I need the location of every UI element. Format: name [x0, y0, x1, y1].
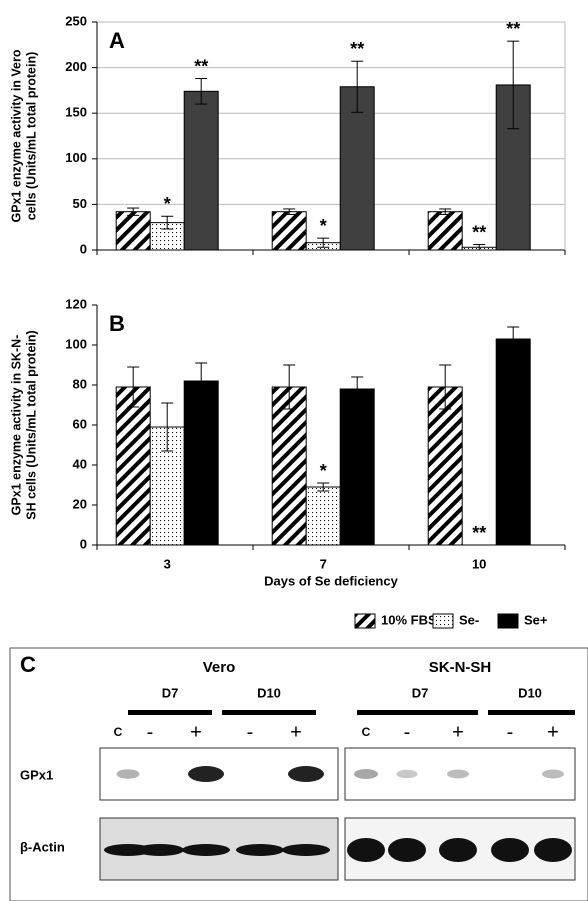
group-bar — [128, 710, 212, 715]
bar — [306, 487, 340, 545]
y-axis-label: SH cells (Units/mL total protein) — [24, 330, 38, 519]
bar — [116, 387, 150, 545]
band — [117, 769, 140, 779]
y-tick-label: 100 — [65, 336, 87, 351]
legend-label: Se+ — [524, 612, 548, 627]
significance: * — [164, 194, 171, 214]
lane-label: - — [507, 721, 514, 743]
bar — [116, 212, 150, 250]
x-tick-label: 10 — [472, 556, 486, 571]
y-tick-label: 150 — [65, 105, 87, 120]
legend-label: Se- — [459, 612, 479, 627]
band — [182, 844, 230, 856]
y-tick-label: 80 — [73, 376, 87, 391]
band — [542, 770, 564, 779]
significance: ** — [350, 39, 364, 59]
blot-title: SK-N-SH — [429, 659, 492, 676]
band — [534, 838, 572, 862]
bar — [184, 91, 218, 250]
legend-label: 10% FBS — [381, 612, 437, 627]
significance: ** — [472, 523, 486, 543]
band — [288, 766, 324, 782]
group-bar — [222, 710, 316, 715]
y-axis-label: cells (Units/mL total protein) — [24, 52, 38, 221]
bar — [272, 387, 306, 545]
y-tick-label: 200 — [65, 59, 87, 74]
panel-label: C — [20, 652, 36, 677]
group-bar — [357, 710, 478, 715]
lane-label: + — [190, 721, 202, 743]
y-tick-label: 60 — [73, 416, 87, 431]
lane-label: - — [247, 721, 254, 743]
group-bar — [488, 710, 575, 715]
legend-swatch — [498, 614, 518, 628]
row-label: β-Actin — [20, 839, 65, 854]
lane-label: + — [547, 721, 559, 743]
y-tick-label: 20 — [73, 496, 87, 511]
y-axis-label: GPx1 enzyme activity in Vero — [9, 49, 23, 222]
lane-label: + — [452, 721, 464, 743]
band — [347, 838, 385, 862]
significance: * — [320, 461, 327, 481]
band — [491, 838, 529, 862]
group-label: D7 — [412, 685, 429, 700]
blot-title: Vero — [203, 659, 236, 676]
y-tick-label: 0 — [80, 536, 87, 551]
group-label: D10 — [257, 685, 281, 700]
legend-swatch — [433, 614, 453, 628]
group-label: D7 — [162, 685, 179, 700]
y-tick-label: 250 — [65, 13, 87, 28]
lane-label: C — [114, 725, 123, 739]
y-axis-label: GPx1 enzyme activity in SK-N- — [9, 335, 23, 516]
band — [136, 844, 184, 856]
band — [354, 769, 378, 779]
bar — [340, 389, 374, 545]
band — [397, 770, 418, 779]
group-label: D10 — [518, 685, 542, 700]
significance: ** — [506, 19, 520, 39]
x-tick-label: 7 — [320, 556, 327, 571]
panel-label: A — [109, 28, 125, 53]
significance: * — [320, 216, 327, 236]
figure: 050100150200250AGPx1 enzyme activity in … — [0, 0, 588, 901]
y-tick-label: 120 — [65, 296, 87, 311]
legend-swatch — [355, 614, 375, 628]
x-axis-label: Days of Se deficiency — [264, 573, 398, 588]
band — [447, 770, 469, 779]
band — [439, 838, 477, 862]
lane-label: - — [404, 721, 411, 743]
lane-label: C — [362, 725, 371, 739]
y-tick-label: 100 — [65, 150, 87, 165]
y-tick-label: 40 — [73, 456, 87, 471]
row-label: GPx1 — [20, 767, 53, 782]
y-tick-label: 50 — [73, 196, 87, 211]
band — [282, 844, 330, 856]
significance: ** — [194, 56, 208, 76]
band — [188, 766, 224, 782]
bar — [184, 381, 218, 545]
bar — [496, 339, 530, 545]
y-tick-label: 0 — [80, 241, 87, 256]
band — [388, 838, 426, 862]
x-tick-label: 3 — [164, 556, 171, 571]
bar — [428, 212, 462, 250]
lane-label: - — [147, 721, 154, 743]
bar — [428, 387, 462, 545]
bar — [272, 212, 306, 250]
significance: ** — [472, 222, 486, 242]
band — [236, 844, 284, 856]
panel-label: B — [109, 311, 125, 336]
lane-label: + — [290, 721, 302, 743]
